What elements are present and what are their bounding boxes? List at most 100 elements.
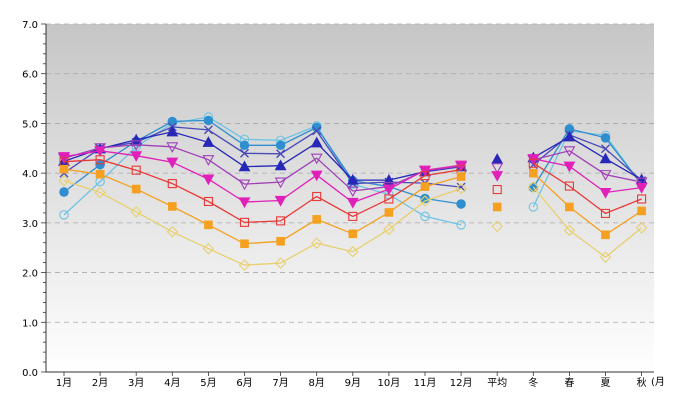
data-point <box>382 173 395 185</box>
series-line <box>532 136 642 181</box>
data-point <box>346 186 359 198</box>
data-point <box>346 197 359 209</box>
data-point <box>564 181 574 191</box>
data-point <box>599 170 612 181</box>
x-tick-label: 夏 <box>601 377 611 389</box>
series-line <box>63 150 462 204</box>
data-point <box>419 165 431 177</box>
data-point <box>59 164 69 174</box>
data-point <box>167 116 178 127</box>
data-point <box>563 161 576 173</box>
data-point-stroke <box>240 148 249 158</box>
x-tick-label: 12月 <box>450 377 473 389</box>
data-point <box>168 202 177 211</box>
data-point <box>204 220 213 230</box>
data-point <box>59 187 69 197</box>
data-point <box>310 170 323 182</box>
data-point <box>166 226 179 238</box>
data-point <box>130 151 143 162</box>
data-point <box>95 169 105 179</box>
x-tick-label: 9月 <box>345 377 361 389</box>
data-point <box>348 211 358 221</box>
data-point <box>274 195 287 207</box>
data-point <box>94 186 106 199</box>
data-point <box>312 191 322 202</box>
data-point <box>238 160 251 172</box>
y-tick-label: 2.0 <box>22 269 38 280</box>
data-point <box>239 140 250 151</box>
data-point <box>600 208 611 218</box>
data-point <box>563 224 576 237</box>
data-point <box>166 125 179 137</box>
series-line <box>532 128 643 188</box>
data-point <box>635 183 648 194</box>
data-point <box>635 222 648 234</box>
series-7 <box>59 155 647 227</box>
data-point <box>166 157 179 169</box>
y-tick-label: 6.0 <box>22 70 38 81</box>
data-point <box>274 177 287 189</box>
x-tick-label: 平均 <box>487 377 507 389</box>
series-line <box>63 159 462 224</box>
x-tick-label: 春 <box>564 377 574 389</box>
grid-lines <box>46 23 654 323</box>
data-point <box>420 211 430 222</box>
x-tick-label: 3月 <box>128 377 144 389</box>
data-point-stroke <box>276 149 286 159</box>
data-point <box>130 133 143 145</box>
series-8 <box>59 164 646 249</box>
data-point <box>599 251 612 263</box>
data-point <box>202 242 215 255</box>
x-tick-label: 10月 <box>378 377 401 389</box>
data-point <box>131 184 141 194</box>
data-point <box>94 146 107 157</box>
data-point-stroke <box>601 144 610 154</box>
data-point <box>202 174 215 186</box>
data-point <box>95 155 105 165</box>
x-tick-label: 2月 <box>92 377 108 389</box>
axes <box>41 23 654 376</box>
data-point <box>456 199 466 209</box>
data-point <box>599 152 612 164</box>
data-point <box>202 155 215 166</box>
data-point <box>455 182 467 195</box>
series-line <box>532 172 642 236</box>
data-point <box>166 142 179 153</box>
data-point <box>565 202 574 212</box>
data-point <box>346 173 359 185</box>
data-point <box>347 245 359 258</box>
data-point <box>131 165 141 175</box>
x-tick-label: 1月 <box>56 377 72 389</box>
data-point <box>384 194 394 204</box>
series-line <box>532 162 642 215</box>
x-unit-label: (月 <box>651 376 665 388</box>
data-point <box>384 208 394 217</box>
data-point <box>491 163 504 174</box>
data-point-stroke <box>203 125 213 135</box>
data-point <box>419 195 431 207</box>
x-tick-label: 11月 <box>414 377 437 389</box>
data-point <box>274 257 287 269</box>
data-point <box>274 159 287 171</box>
x-tick-label: 4月 <box>164 377 180 389</box>
data-point <box>492 184 502 195</box>
data-point <box>599 187 612 199</box>
data-point <box>348 229 358 239</box>
data-point <box>491 171 504 182</box>
x-tick-label: 8月 <box>309 377 325 389</box>
y-tick-label: 0.0 <box>22 368 38 379</box>
series-line <box>63 126 462 188</box>
data-point <box>240 239 249 249</box>
data-point <box>203 115 214 126</box>
series-line <box>532 134 643 182</box>
data-point <box>420 182 430 191</box>
data-point <box>637 206 646 216</box>
data-point <box>382 184 395 196</box>
data-point <box>601 144 610 154</box>
data-point <box>130 206 142 218</box>
data-point <box>492 202 502 212</box>
data-point <box>276 236 285 246</box>
data-point <box>312 215 322 224</box>
